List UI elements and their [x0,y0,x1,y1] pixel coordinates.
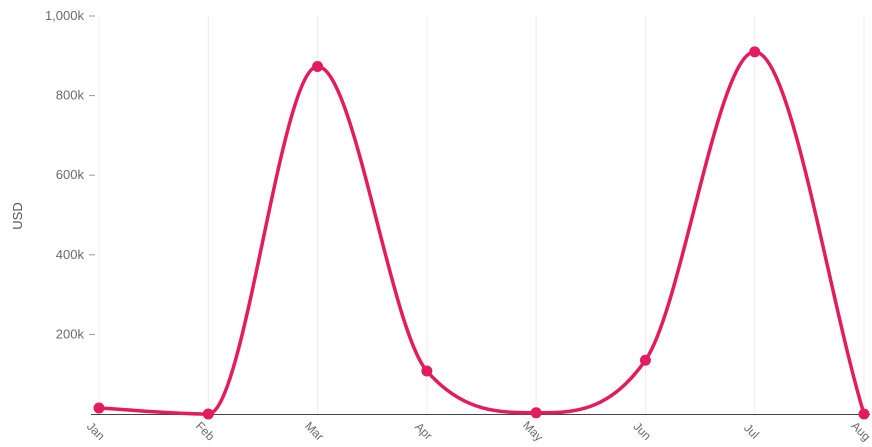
data-point-mar [312,61,324,73]
vertical-gridlines [98,16,865,414]
y-axis-title: USD [10,202,25,229]
data-point-jul [749,46,761,58]
y-tick-label: 600k [56,167,85,182]
data-point-apr [421,365,433,377]
y-tick-label: 1,000k [45,8,85,23]
x-tick-label-aug: Aug [848,419,872,444]
x-axis: Jan Feb Mar Apr May Jun Jul Aug [84,418,872,444]
y-axis: 200k 400k 600k 800k 1,000k [45,8,95,341]
y-tick-label: 800k [56,88,85,103]
y-tick-label: 400k [56,247,85,262]
x-tick-label-feb: Feb [193,419,218,444]
x-tick-label-jul: Jul [741,421,762,442]
series-line [97,50,866,416]
x-tick-label-mar: Mar [302,419,327,444]
data-point-aug [858,408,870,420]
data-point-feb [202,408,214,420]
y-tick-label: 200k [56,326,85,341]
x-tick-label-apr: Apr [412,420,435,443]
data-point-jan [93,402,105,414]
x-tick-label-may: May [520,418,546,444]
data-points [93,46,870,420]
x-tick-label-jun: Jun [630,419,654,443]
data-point-jun [639,354,651,366]
data-point-may [530,407,542,419]
x-tick-label-jan: Jan [84,419,108,443]
